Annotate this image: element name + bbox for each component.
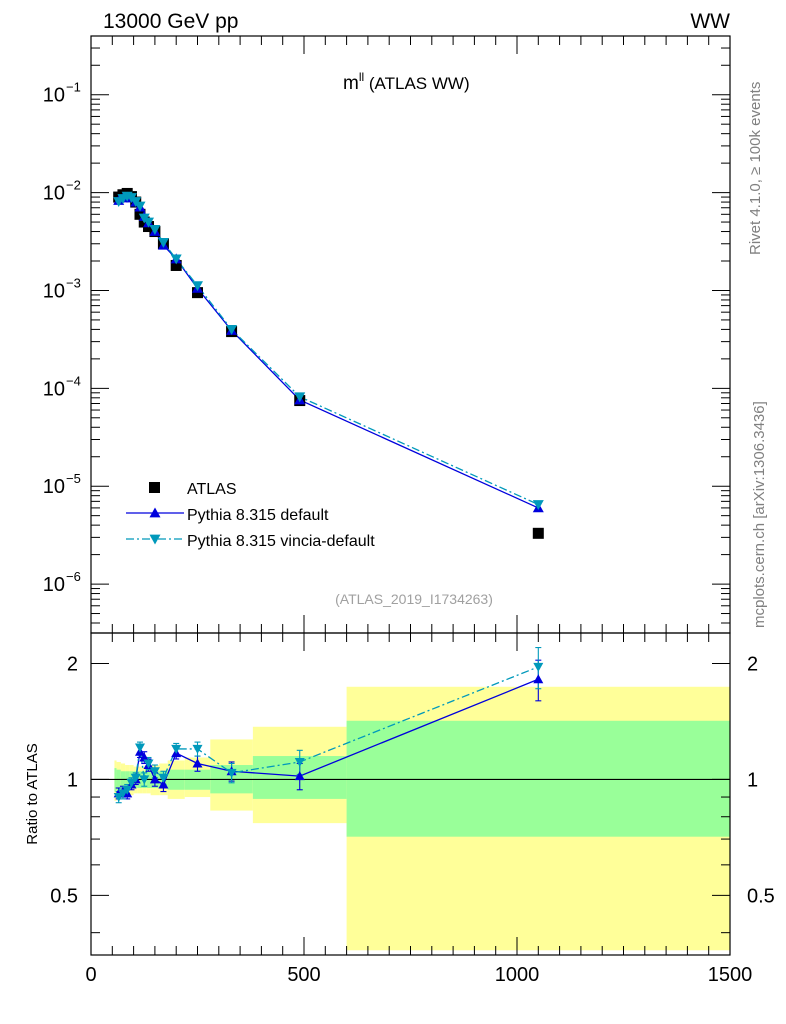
ratio-pythia-point (192, 758, 203, 768)
ratio-vincia-point (533, 662, 544, 672)
ratio-vincia-point (139, 775, 150, 785)
vincia-point (532, 500, 544, 511)
ratio-y-tick-label-right: 1 (747, 769, 758, 791)
y-tick-exponent: −3 (66, 275, 81, 290)
legend-label: Pythia 8.315 default (187, 507, 329, 524)
atlas-point (532, 527, 544, 539)
y-tick-label: 10 (43, 574, 65, 596)
vincia-point (170, 254, 182, 265)
vincia-point (149, 225, 161, 235)
plot-title-rest: (ATLAS WW) (364, 74, 469, 93)
header-right: WW (690, 10, 730, 33)
x-tick-label: 1000 (495, 964, 540, 986)
ratio-vincia-point (149, 767, 160, 777)
ratio-vincia-point (192, 744, 203, 754)
ratio-y-tick-label-right: 2 (747, 653, 758, 675)
ratio-y-tick-label-right: 0.5 (747, 885, 775, 907)
ratio-panel: 0 500 1000 1500 0.5 0.5 1 1 2 2 (50, 615, 775, 986)
analysis-id-label: (ATLAS_2019_I1734263) (335, 591, 493, 607)
ratio-vincia-point (117, 789, 128, 799)
ratio-pythia-point (149, 774, 160, 784)
plot-title: mll (ATLAS WW) (343, 70, 470, 94)
legend-marker-vincia (149, 534, 161, 545)
ratio-band-inner (346, 720, 730, 837)
ratio-pythia-point (294, 771, 305, 781)
y-tick-exponent: −1 (66, 80, 81, 95)
ratio-axis-label: Ratio to ATLAS (24, 743, 41, 844)
ratio-vincia-point (122, 785, 133, 795)
plot-title-sup: ll (359, 70, 364, 84)
header-left: 13000 GeV pp (103, 10, 238, 33)
y-tick-exponent: −6 (66, 569, 81, 584)
y-tick-exponent: −2 (66, 178, 81, 193)
y-tick-label: 10 (43, 378, 65, 400)
ratio-y-tick-label: 1 (67, 769, 78, 791)
ratio-vincia-point (171, 744, 182, 754)
ratio-y-tick-label: 0.5 (50, 885, 78, 907)
legend-marker-atlas (149, 482, 160, 493)
y-tick-label: 10 (43, 85, 65, 107)
ratio-vincia-point (158, 773, 169, 783)
ratio-pythia-point (139, 752, 150, 762)
x-tick-label: 1500 (708, 964, 753, 986)
legend: ATLAS Pythia 8.315 default Pythia 8.315 vi… (126, 481, 375, 550)
mcplots-label: mcplots.cern.ch [arXiv:1306.3436] (751, 401, 768, 628)
ratio-vincia-point (143, 759, 154, 769)
vincia-point (143, 217, 155, 228)
vincia-point (157, 237, 169, 248)
plot-title-main: m (343, 73, 359, 94)
ratio-vincia-point (294, 757, 305, 767)
y-tick-label: 10 (43, 476, 65, 498)
vincia-point (226, 325, 238, 335)
ratio-pythia-point (158, 779, 169, 789)
legend-marker-pythia (149, 507, 161, 518)
ratio-vincia-point (226, 768, 237, 778)
pythia-line (118, 196, 539, 509)
vincia-line (118, 195, 539, 506)
vincia-point (294, 392, 306, 403)
y-tick-exponent: −4 (66, 373, 81, 388)
legend-label: ATLAS (187, 481, 237, 498)
x-tick-label: 500 (287, 964, 320, 986)
legend-label: Pythia 8.315 vincia-default (187, 533, 375, 550)
vincia-point (134, 201, 146, 212)
vincia-point (192, 281, 203, 292)
y-tick-label: 10 (43, 183, 65, 205)
ratio-vincia-point (130, 773, 141, 783)
ratio-vincia-point (113, 793, 124, 803)
ratio-vincia-point (134, 743, 145, 753)
ratio-vincia-point (126, 778, 137, 788)
atlas-point (170, 259, 182, 271)
ratio-y-tick-label: 2 (67, 653, 78, 675)
y-tick-exponent: −5 (66, 471, 81, 486)
rivet-version-label: Rivet 4.1.0, ≥ 100k events (747, 82, 764, 255)
x-tick-label: 0 (85, 964, 96, 986)
ratio-pythia-point (533, 674, 544, 684)
y-tick-label: 10 (43, 280, 65, 302)
